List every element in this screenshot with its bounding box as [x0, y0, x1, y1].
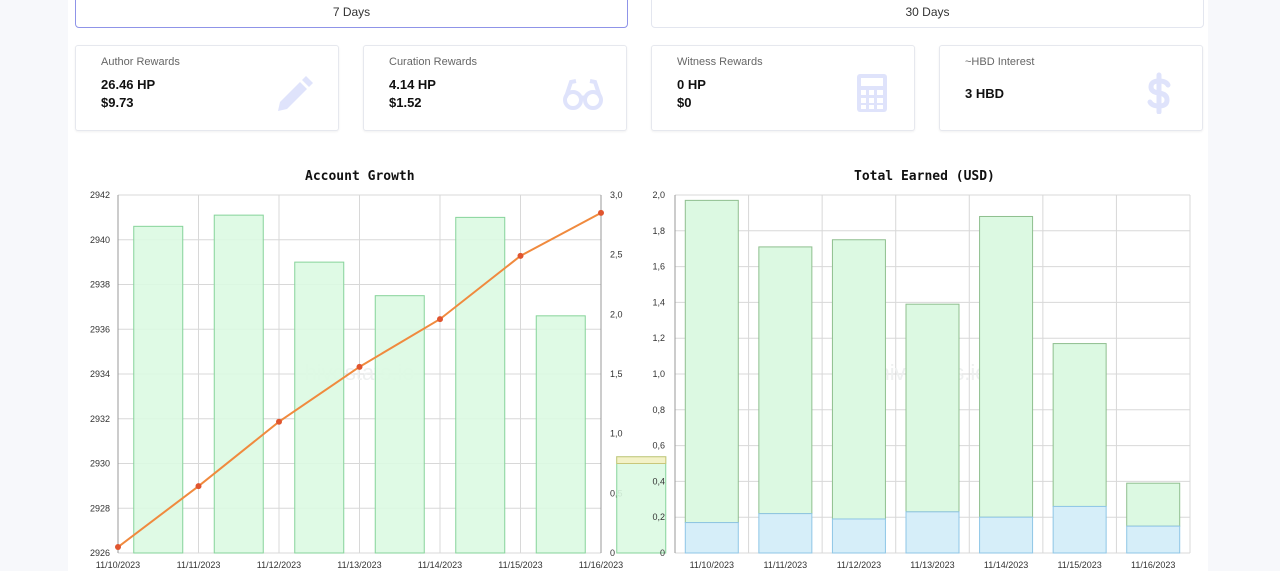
x-tick-label: 11/10/2023: [690, 560, 734, 570]
x-tick-label: 11/16/2023: [579, 560, 623, 570]
x-tick-label: 11/10/2023: [96, 560, 140, 570]
left-tick-label: 2936: [90, 324, 110, 334]
balance-point: [195, 483, 202, 490]
left-gutter: [0, 0, 68, 571]
account-growth-bar-top: [616, 456, 667, 465]
x-tick-label: 11/13/2023: [910, 560, 954, 570]
right-tick-label: 2,5: [610, 250, 623, 260]
account-growth-bar: [535, 315, 586, 554]
x-tick-label: 11/12/2023: [257, 560, 301, 570]
right-gutter: [1208, 0, 1280, 571]
glasses-icon: [563, 79, 603, 110]
account-growth-bar: [294, 261, 345, 554]
x-tick-label: 11/14/2023: [984, 560, 1028, 570]
x-tick-label: 11/12/2023: [837, 560, 881, 570]
left-tick-label: 2942: [90, 190, 110, 200]
balance-point: [276, 418, 282, 425]
left-tick-label: 2926: [90, 548, 110, 558]
tab-7-days[interactable]: 7 Days: [75, 0, 628, 28]
card-usd-value: $9.73: [101, 95, 134, 110]
earned-bar-lower: [1052, 505, 1107, 554]
card-usd-value: $0: [677, 95, 692, 110]
earned-bar-upper: [758, 246, 813, 515]
right-tick-label: 2,0: [610, 309, 623, 319]
card-hp-value: 4.14 HP: [389, 77, 436, 92]
left-tick-label: 2940: [90, 235, 110, 245]
right-tick-label: 0: [610, 548, 615, 558]
y-tick-label: 0: [660, 548, 665, 558]
earned-bar-upper: [1126, 482, 1181, 527]
hbd-interest-card: ~HBD Interest 3 HBD: [939, 45, 1203, 131]
y-tick-label: 1,0: [652, 369, 665, 379]
earned-bar-upper: [684, 199, 739, 524]
account-growth-bar: [213, 214, 264, 554]
account-growth-title: Account Growth: [305, 169, 415, 184]
y-tick-label: 1,6: [652, 262, 665, 272]
card-hp-value: 26.46 HP: [101, 77, 156, 92]
card-title: ~HBD Interest: [965, 56, 1035, 68]
y-tick-label: 0,2: [652, 512, 665, 522]
earned-bar-lower: [979, 516, 1034, 554]
balance-point: [356, 363, 363, 370]
right-tick-label: 1,5: [610, 369, 623, 379]
y-tick-label: 1,8: [652, 226, 665, 236]
x-tick-label: 11/13/2023: [337, 560, 381, 570]
earned-bar-upper: [905, 303, 960, 513]
tab-30-days[interactable]: 30 Days: [651, 0, 1204, 28]
x-tick-label: 11/15/2023: [498, 560, 542, 570]
left-tick-label: 2930: [90, 459, 110, 469]
y-tick-label: 0,6: [652, 441, 665, 451]
x-tick-label: 11/14/2023: [418, 560, 462, 570]
y-tick-label: 0,8: [652, 405, 665, 415]
card-usd-value: $1.52: [389, 95, 422, 110]
right-tick-label: 3,0: [610, 190, 623, 200]
balance-point: [115, 544, 121, 551]
right-tick-label: 1,0: [610, 429, 623, 439]
earned-bar-lower: [684, 522, 739, 554]
curation-rewards-card: Curation Rewards 4.14 HP $1.52: [363, 45, 627, 131]
earned-bar-lower: [758, 513, 813, 554]
x-tick-label: 11/11/2023: [177, 560, 221, 570]
account-growth-bar: [455, 216, 506, 554]
earned-bar-lower: [905, 511, 960, 554]
earned-bar-lower: [831, 518, 886, 554]
card-title: Curation Rewards: [389, 56, 478, 68]
y-tick-label: 2,0: [652, 190, 665, 200]
y-tick-label: 0,4: [652, 476, 665, 486]
earned-bar-upper: [831, 239, 886, 520]
card-hbd-value: 3 HBD: [965, 86, 1005, 101]
left-tick-label: 2938: [90, 280, 110, 290]
left-tick-label: 2932: [90, 414, 110, 424]
witness-rewards-card: Witness Rewards 0 HP $0: [651, 45, 915, 131]
x-tick-label: 11/11/2023: [763, 560, 807, 570]
account-growth-bar: [374, 295, 425, 554]
card-title: Witness Rewards: [677, 56, 763, 68]
dollar-icon: [1147, 72, 1171, 114]
y-tick-label: 1,4: [652, 297, 665, 307]
calculator-icon: [857, 74, 887, 112]
x-tick-label: 11/16/2023: [1131, 560, 1175, 570]
balance-point: [437, 316, 443, 323]
account-growth-bar: [133, 225, 184, 554]
left-tick-label: 2934: [90, 369, 110, 379]
balance-point: [517, 252, 524, 259]
earned-bar-upper: [1052, 343, 1107, 507]
total-earned-title: Total Earned (USD): [854, 169, 995, 184]
y-tick-label: 1,2: [652, 333, 665, 343]
card-hp-value: 0 HP: [677, 77, 706, 92]
author-rewards-card: Author Rewards 26.46 HP $9.73: [75, 45, 339, 131]
pencil-icon: [278, 76, 313, 111]
earned-bar-lower: [1126, 525, 1181, 554]
balance-point: [598, 209, 604, 216]
earned-bar-upper: [979, 215, 1034, 518]
card-title: Author Rewards: [101, 56, 180, 68]
left-tick-label: 2928: [90, 503, 110, 513]
x-tick-label: 11/15/2023: [1057, 560, 1101, 570]
